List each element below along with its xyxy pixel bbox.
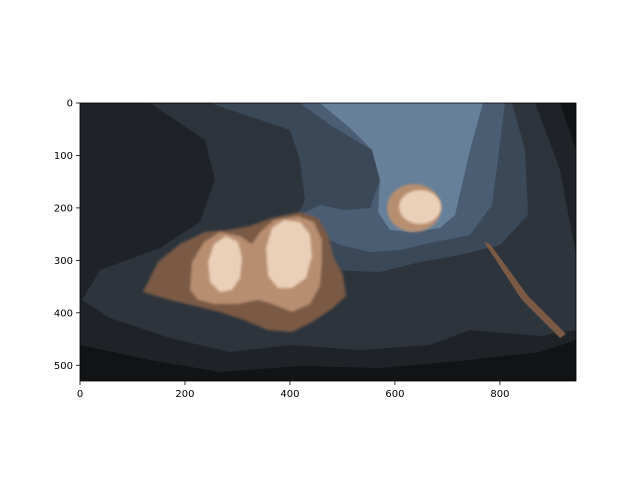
x-tick-label: 0 xyxy=(77,389,83,400)
plot-frame xyxy=(79,102,577,382)
x-axis: 0 200 400 600 800 xyxy=(77,381,509,400)
x-tick-label: 800 xyxy=(490,389,509,400)
y-tick-label: 400 xyxy=(54,308,73,319)
image-region-bright-left xyxy=(208,236,242,292)
image-region-ring-inner xyxy=(399,190,441,224)
image-region-streak xyxy=(484,242,566,338)
x-tick-label: 400 xyxy=(280,389,299,400)
y-tick-label: 300 xyxy=(54,256,73,267)
y-tick-label: 200 xyxy=(54,203,73,214)
image-region-bright-right xyxy=(266,220,312,288)
x-tick-label: 200 xyxy=(175,389,194,400)
y-axis: 0 100 200 300 400 500 xyxy=(54,99,80,372)
y-tick-label: 0 xyxy=(67,99,73,110)
x-tick-label: 600 xyxy=(385,389,404,400)
y-tick-label: 500 xyxy=(54,361,73,372)
y-tick-label: 100 xyxy=(54,151,73,162)
image-plot xyxy=(80,103,576,381)
image-region-lightblue xyxy=(320,103,483,232)
